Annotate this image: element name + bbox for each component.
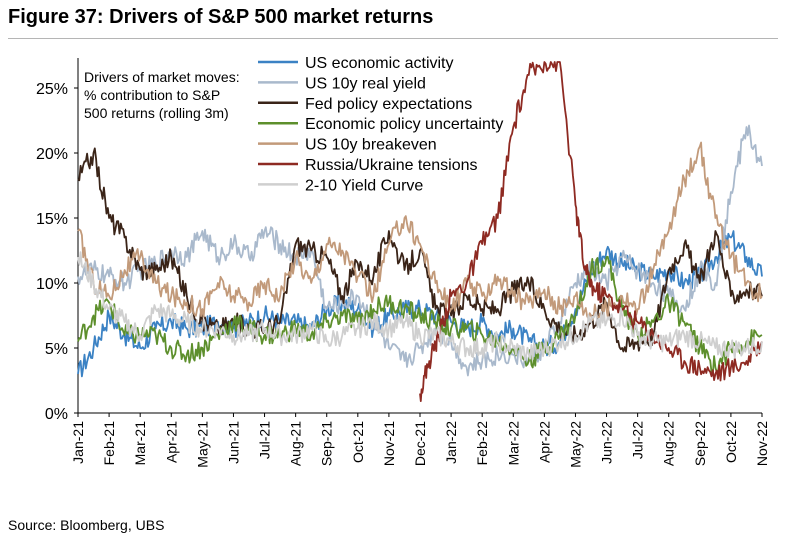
source-note: Source: Bloomberg, UBS [8, 517, 165, 533]
x-tick-label: Oct-21 [350, 421, 366, 463]
axes-layer [74, 58, 763, 417]
x-tick-label: Jan-21 [70, 421, 86, 464]
x-tick-label: Jun-22 [599, 421, 615, 464]
legend-label: 2-10 Yield Curve [305, 177, 423, 194]
y-tick-label: 0% [45, 406, 68, 423]
x-tick-label: Oct-22 [723, 421, 739, 463]
x-tick-label: Mar-22 [505, 421, 521, 466]
text-layer: 0% 5% 10% 15% 20% 25% Jan-21 Feb-21 Mar-21 Apr-21… [36, 55, 770, 468]
x-tick-label: Jul-22 [630, 421, 646, 459]
x-tick-label: Jun-21 [225, 421, 241, 464]
chart-title: Figure 37: Drivers of S&P 500 market ret… [8, 6, 434, 28]
annotation-text: 500 returns (rolling 3m) [84, 105, 229, 121]
x-tick-label: Feb-22 [474, 421, 490, 466]
x-tick-label: Mar-21 [132, 421, 148, 466]
x-tick-label: Jul-21 [257, 421, 273, 459]
x-tick-label: Aug-22 [661, 421, 677, 466]
y-tick-label: 10% [36, 276, 68, 293]
legend-label: Russia/Ukraine tensions [305, 157, 478, 174]
x-tick-label: Nov-21 [381, 421, 397, 466]
legend-label: US 10y real yield [305, 75, 426, 92]
x-tick-label: Nov-22 [754, 421, 770, 466]
legend-label: US 10y breakeven [305, 137, 437, 154]
x-tick-label: May-21 [194, 421, 210, 468]
x-tick-label: Jan-22 [443, 421, 459, 464]
x-tick-label: Sep-22 [692, 421, 708, 466]
series-layer [77, 61, 763, 402]
x-tick-label: Sep-21 [319, 421, 335, 466]
x-tick-label: Apr-21 [163, 421, 179, 463]
y-tick-label: 15% [36, 211, 68, 228]
x-tick-label: Dec-21 [412, 421, 428, 466]
legend-label: Economic policy uncertainty [305, 116, 503, 133]
title-divider [8, 38, 778, 39]
annotation-text: Drivers of market moves: [84, 69, 240, 85]
series-line-us-10y-breakeven [77, 141, 763, 322]
annotation-text: % contribution to S&P [84, 87, 220, 103]
x-tick-label: Apr-22 [536, 421, 552, 463]
series-line-us-10y-real-yield [77, 124, 763, 377]
x-tick-label: Feb-21 [101, 421, 117, 466]
x-tick-label: Aug-21 [288, 421, 304, 466]
line-chart: 0% 5% 10% 15% 20% 25% Jan-21 Feb-21 Mar-21 Apr-21… [36, 55, 770, 468]
series-line-economic-policy-uncertainty [77, 255, 763, 376]
y-tick-label: 20% [36, 146, 68, 163]
x-tick-label: May-22 [567, 421, 583, 468]
y-tick-label: 5% [45, 341, 68, 358]
legend-label: Fed policy expectations [305, 96, 472, 113]
legend-label: US economic activity [305, 55, 454, 72]
series-line-russia-ukraine-tensions [419, 61, 763, 402]
y-tick-label: 25% [36, 81, 68, 98]
series-line-2-10-yield-curve [77, 251, 763, 362]
